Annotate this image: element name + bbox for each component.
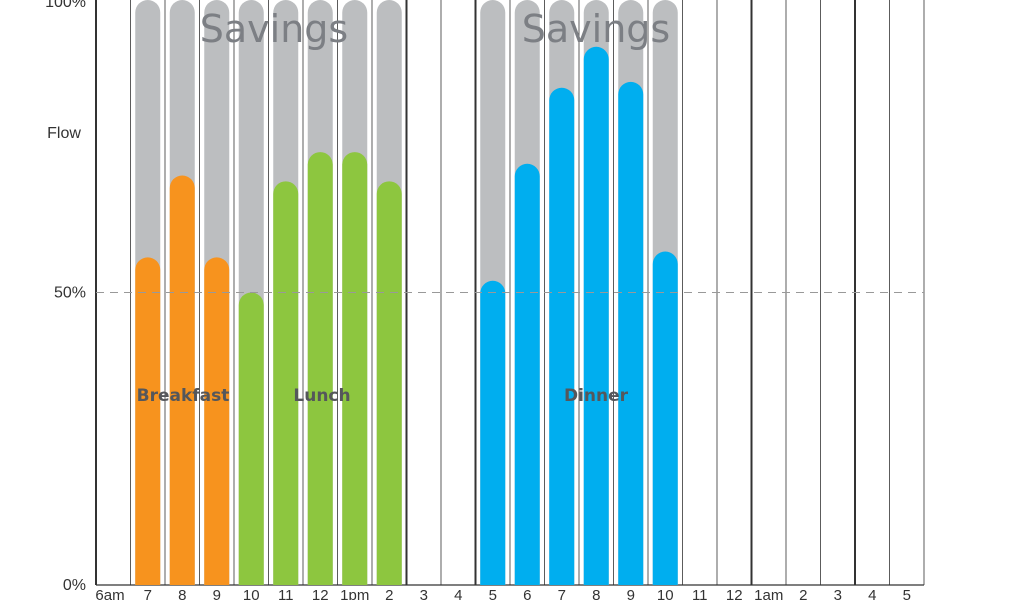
x-tick-label: 11 <box>692 587 708 600</box>
bar-dinner <box>583 46 609 586</box>
x-tick-label: 3 <box>420 587 428 600</box>
bar-lunch <box>273 181 299 585</box>
x-tick-label: 11 <box>278 587 294 600</box>
x-tick-label: 10 <box>657 587 674 600</box>
savings-annotation: Savings <box>522 7 670 51</box>
y-tick-label: 0% <box>63 577 86 594</box>
bar-dinner <box>514 163 540 586</box>
bar-lunch <box>238 292 264 585</box>
bar-lunch <box>342 152 368 585</box>
bar-dinner <box>652 251 678 585</box>
bar-dinner <box>480 280 506 585</box>
bar-breakfast <box>135 257 161 585</box>
x-tick-label: 6am <box>95 587 124 600</box>
y-tick-label: 50% <box>54 285 86 302</box>
x-tick-label: 3 <box>834 587 842 600</box>
bar-breakfast <box>204 257 230 585</box>
x-tick-label: 5 <box>489 587 497 600</box>
series-labels: Breakfast Lunch Dinner <box>137 386 629 406</box>
bar-dinner <box>618 81 644 586</box>
x-tick-label: 2 <box>385 587 393 600</box>
y-tick-label: 100% <box>45 0 86 11</box>
bar-breakfast <box>169 175 195 585</box>
x-tick-label: 2 <box>799 587 807 600</box>
x-axis: 6am 7 8 9 10 11 12 1pm 2 3 4 5 6 7 8 9 10 11 12 1am 2 3 4 5 <box>95 587 911 600</box>
x-tick-label: 8 <box>178 587 186 600</box>
bar-lunch <box>307 152 333 585</box>
x-tick-label: 10 <box>243 587 260 600</box>
x-tick-label: 1pm <box>340 587 369 600</box>
series-label-dinner: Dinner <box>564 386 629 406</box>
x-tick-label: 4 <box>868 587 876 600</box>
annotations: Savings Savings <box>200 7 670 51</box>
x-tick-label: 12 <box>312 587 329 600</box>
x-tick-label: 7 <box>558 587 566 600</box>
x-tick-label: 6 <box>523 587 531 600</box>
y-axis: Flow 0% 50% 100% <box>45 0 86 594</box>
series-label-lunch: Lunch <box>293 386 350 406</box>
savings-annotation: Savings <box>200 7 348 51</box>
x-tick-label: 9 <box>213 587 221 600</box>
x-tick-label: 4 <box>454 587 462 600</box>
series-label-breakfast: Breakfast <box>137 386 230 406</box>
x-tick-label: 12 <box>726 587 743 600</box>
x-tick-label: 5 <box>903 587 911 600</box>
y-axis-label: Flow <box>47 125 81 142</box>
bar-dinner <box>549 87 575 585</box>
x-tick-label: 7 <box>144 587 152 600</box>
bar-lunch <box>376 181 402 585</box>
flow-bars <box>135 46 678 586</box>
x-tick-label: 1am <box>754 587 783 600</box>
x-tick-label: 9 <box>627 587 635 600</box>
x-tick-label: 8 <box>592 587 600 600</box>
